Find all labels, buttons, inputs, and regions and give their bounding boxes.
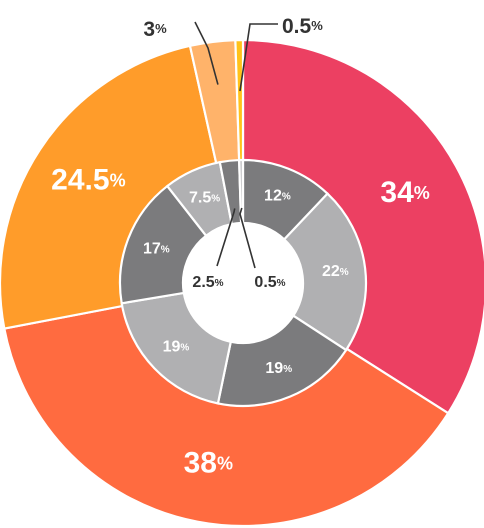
outer-leader-4 bbox=[239, 23, 278, 92]
outer-label-0: 34% bbox=[380, 176, 429, 209]
donut-hole bbox=[183, 223, 303, 343]
inner-label-7: 0.5% bbox=[254, 274, 285, 291]
inner-label-6: 2.5% bbox=[192, 274, 223, 291]
outer-label-1: 38% bbox=[184, 447, 233, 480]
outer-label-3: 3% bbox=[143, 18, 167, 41]
inner-label-4: 17% bbox=[143, 241, 170, 258]
inner-label-5: 7.5% bbox=[189, 190, 220, 207]
inner-label-0: 12% bbox=[264, 188, 291, 205]
inner-leader-7 bbox=[239, 207, 256, 269]
inner-label-3: 19% bbox=[163, 339, 190, 356]
inner-leader-6 bbox=[216, 208, 236, 267]
inner-label-2: 19% bbox=[265, 360, 292, 377]
inner-label-1: 22% bbox=[322, 263, 349, 280]
outer-label-4: 0.5% bbox=[282, 15, 323, 38]
outer-leader-3 bbox=[194, 21, 219, 85]
outer-label-2: 24.5% bbox=[51, 163, 125, 196]
